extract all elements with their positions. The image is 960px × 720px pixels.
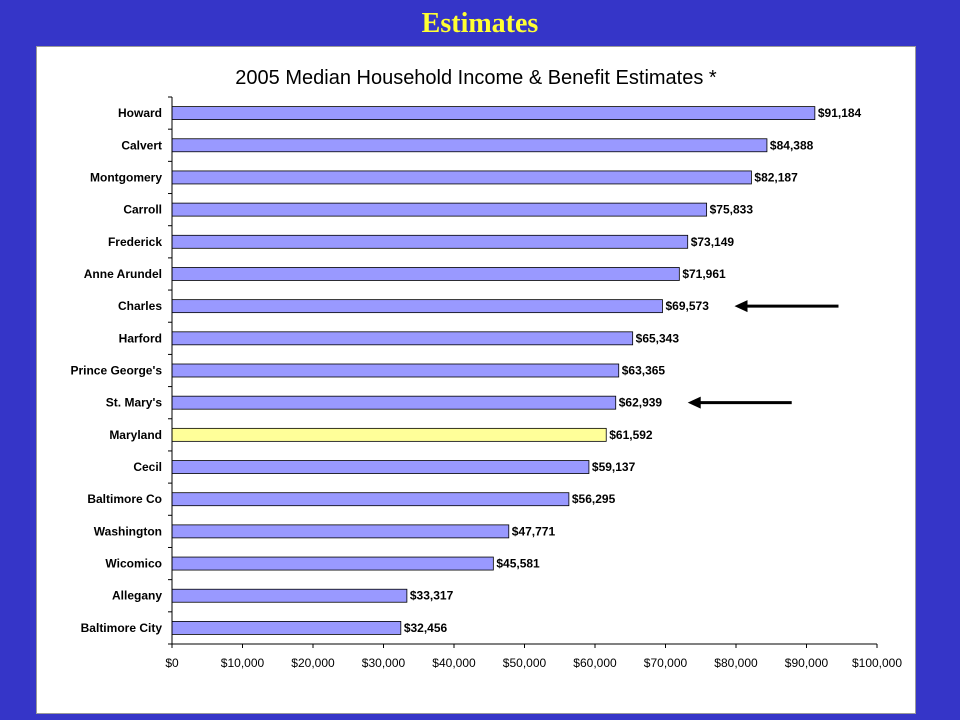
value-label: $71,961 — [682, 267, 726, 281]
x-tick-label: $70,000 — [644, 656, 688, 670]
bars-group: Howard $91,184 Calvert $84,388 Montgomery $82… — [70, 106, 861, 635]
bar-1 — [171, 138, 768, 153]
category-label: St. Mary's — [106, 396, 163, 410]
category-label: Montgomery — [90, 170, 162, 184]
x-tick-label: $40,000 — [432, 656, 476, 670]
bar-10 — [171, 427, 607, 442]
bar-2 — [171, 170, 752, 185]
value-label: $47,771 — [512, 524, 556, 538]
bar-16 — [171, 621, 402, 635]
value-label: $75,833 — [710, 203, 754, 217]
value-label: $61,592 — [609, 428, 653, 442]
slide-title: Estimates — [421, 8, 539, 39]
annotation-arrow-head — [687, 396, 701, 409]
x-tick-label: $60,000 — [573, 656, 617, 670]
value-label: $63,365 — [622, 364, 666, 378]
category-label: Calvert — [121, 138, 162, 152]
value-label: $73,149 — [691, 235, 735, 249]
bar-0 — [171, 106, 816, 120]
chart-title: 2005 Median Household Income & Benefit E… — [235, 67, 717, 89]
category-label: Howard — [118, 106, 162, 120]
value-label: $45,581 — [496, 557, 540, 571]
bar-3 — [171, 202, 708, 217]
category-label: Wicomico — [105, 557, 162, 571]
value-label: $69,573 — [665, 299, 709, 313]
bar-8 — [171, 363, 620, 378]
x-tick-label: $80,000 — [714, 656, 758, 670]
annotation-arrow-head — [734, 300, 748, 313]
x-tick-label: $50,000 — [503, 656, 547, 670]
bar-chart: 2005 Median Household Income & Benefit E… — [70, 67, 902, 670]
x-tick-label: $90,000 — [785, 656, 829, 670]
bar-11 — [171, 460, 590, 474]
x-tick-label: $100,000 — [852, 656, 902, 670]
x-tick-label: $10,000 — [221, 656, 265, 670]
category-label: Carroll — [123, 203, 162, 217]
category-label: Cecil — [133, 460, 162, 474]
category-label: Baltimore City — [81, 621, 163, 635]
chart-panel: 2005 Median Household Income & Benefit E… — [36, 46, 916, 714]
x-tick-label: $20,000 — [291, 656, 335, 670]
category-label: Washington — [94, 524, 162, 538]
value-label: $62,939 — [619, 396, 663, 410]
category-label: Baltimore Co — [87, 492, 162, 506]
bar-13 — [171, 524, 510, 539]
bar-12 — [171, 492, 570, 507]
category-label: Allegany — [112, 589, 162, 603]
bar-4 — [171, 234, 689, 249]
bar-6 — [171, 299, 663, 314]
value-label: $84,388 — [770, 138, 814, 152]
category-label: Charles — [118, 299, 162, 313]
value-label: $65,343 — [636, 331, 680, 345]
category-label: Prince George's — [70, 364, 162, 378]
bar-7 — [171, 331, 634, 346]
bar-15 — [171, 588, 408, 603]
category-label: Frederick — [108, 235, 162, 249]
value-label: $59,137 — [592, 460, 636, 474]
value-label: $33,317 — [410, 589, 454, 603]
category-label: Maryland — [109, 428, 162, 442]
bar-14 — [171, 556, 494, 571]
value-label: $91,184 — [818, 106, 862, 120]
annotation-arrows — [687, 300, 839, 409]
x-tick-label: $0 — [165, 656, 179, 670]
value-label: $82,187 — [754, 170, 798, 184]
bar-9 — [171, 395, 617, 410]
value-label: $56,295 — [572, 492, 616, 506]
value-label: $32,456 — [404, 621, 448, 635]
axes-group: $0 $10,000 $20,000 $30,000 $40,000 $50,000 $60… — [165, 96, 902, 670]
category-label: Anne Arundel — [84, 267, 162, 281]
category-label: Harford — [119, 331, 162, 345]
bar-5 — [171, 267, 680, 281]
x-tick-label: $30,000 — [362, 656, 406, 670]
